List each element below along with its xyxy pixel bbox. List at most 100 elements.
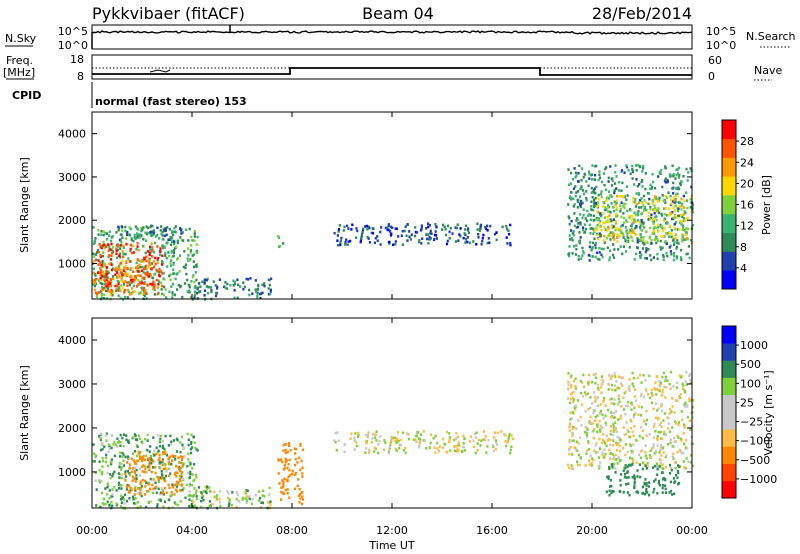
range-cell bbox=[656, 208, 659, 212]
range-cell bbox=[567, 387, 570, 391]
range-cell bbox=[675, 255, 678, 258]
range-cell bbox=[608, 493, 611, 497]
range-cell bbox=[669, 387, 672, 390]
range-cell bbox=[609, 210, 612, 214]
range-cell bbox=[256, 291, 259, 295]
range-cell bbox=[172, 439, 176, 442]
range-cell bbox=[287, 462, 290, 466]
range-cell bbox=[148, 457, 151, 460]
range-cell bbox=[174, 473, 177, 477]
range-cell bbox=[396, 438, 399, 441]
range-cell bbox=[105, 453, 108, 457]
range-cell bbox=[188, 283, 191, 287]
range-cell bbox=[632, 443, 635, 446]
range-cell bbox=[654, 196, 657, 200]
range-cell bbox=[161, 444, 165, 448]
range-cell bbox=[226, 490, 229, 493]
range-cell bbox=[651, 199, 654, 202]
range-cell bbox=[364, 440, 368, 443]
range-cell bbox=[195, 278, 198, 282]
range-cell bbox=[108, 262, 111, 266]
range-cell bbox=[126, 267, 129, 270]
range-cell bbox=[365, 224, 368, 228]
range-cell bbox=[683, 466, 686, 469]
range-cell bbox=[420, 224, 423, 227]
range-cell bbox=[677, 482, 680, 486]
range-cell bbox=[145, 264, 148, 268]
range-cell bbox=[630, 408, 633, 411]
range-cell bbox=[670, 468, 673, 472]
range-cell bbox=[159, 491, 163, 494]
range-cell bbox=[162, 452, 165, 456]
range-cell bbox=[181, 295, 184, 299]
range-cell bbox=[150, 250, 153, 253]
range-cell bbox=[109, 239, 113, 243]
range-cell bbox=[606, 439, 609, 442]
range-cell bbox=[157, 283, 160, 286]
range-cell bbox=[616, 386, 619, 390]
range-cell bbox=[655, 241, 658, 245]
range-cell bbox=[637, 219, 640, 222]
range-cell bbox=[622, 245, 626, 248]
colorbar-cell bbox=[722, 343, 736, 361]
range-cell bbox=[100, 233, 103, 237]
range-cell bbox=[631, 239, 634, 242]
range-cell bbox=[183, 446, 186, 450]
range-cell bbox=[467, 231, 470, 235]
range-cell bbox=[130, 488, 133, 492]
range-cell bbox=[157, 480, 160, 483]
range-cell bbox=[158, 492, 161, 496]
range-cell bbox=[117, 266, 121, 270]
range-cell bbox=[150, 267, 153, 270]
range-cell bbox=[669, 250, 672, 253]
range-cell bbox=[621, 252, 624, 256]
range-cell bbox=[244, 497, 247, 500]
range-cell bbox=[593, 202, 596, 206]
range-cell bbox=[610, 219, 613, 222]
range-cell bbox=[291, 469, 294, 473]
range-cell bbox=[269, 292, 272, 296]
range-cell bbox=[689, 378, 692, 382]
range-cell bbox=[142, 457, 145, 461]
range-cell bbox=[634, 164, 637, 167]
range-cell bbox=[124, 270, 127, 274]
range-cell bbox=[353, 439, 357, 442]
range-cell bbox=[282, 242, 285, 245]
range-cell bbox=[173, 240, 176, 243]
range-cell bbox=[114, 273, 117, 276]
range-cell bbox=[634, 219, 637, 223]
range-cell bbox=[98, 279, 101, 282]
range-cell bbox=[575, 191, 578, 194]
range-cell bbox=[342, 229, 345, 232]
range-cell bbox=[110, 501, 113, 504]
range-cell bbox=[417, 437, 421, 440]
range-cell bbox=[245, 277, 248, 281]
range-cell bbox=[180, 473, 183, 476]
range-cell bbox=[477, 236, 480, 239]
range-cell bbox=[161, 439, 165, 443]
range-cell bbox=[110, 458, 113, 461]
range-cell bbox=[339, 243, 342, 247]
range-cell bbox=[261, 283, 264, 287]
range-cell bbox=[568, 222, 571, 226]
range-cell bbox=[646, 241, 649, 245]
range-cell bbox=[653, 225, 656, 229]
range-cell bbox=[153, 453, 156, 457]
range-cell bbox=[142, 226, 145, 229]
range-cell bbox=[149, 282, 152, 286]
range-cell bbox=[107, 284, 110, 287]
range-cell bbox=[301, 495, 304, 498]
range-cell bbox=[638, 453, 641, 457]
range-cell bbox=[156, 286, 160, 289]
range-cell bbox=[647, 218, 650, 221]
range-cell bbox=[602, 222, 605, 225]
range-cell bbox=[144, 467, 147, 471]
range-cell bbox=[177, 456, 180, 460]
range-cell bbox=[124, 252, 127, 256]
range-cell bbox=[600, 441, 604, 445]
range-cell bbox=[466, 229, 470, 232]
range-cell bbox=[641, 170, 644, 173]
x-tick-label: 12:00 bbox=[376, 524, 408, 537]
range-cell bbox=[597, 387, 600, 390]
range-cell bbox=[602, 247, 605, 251]
